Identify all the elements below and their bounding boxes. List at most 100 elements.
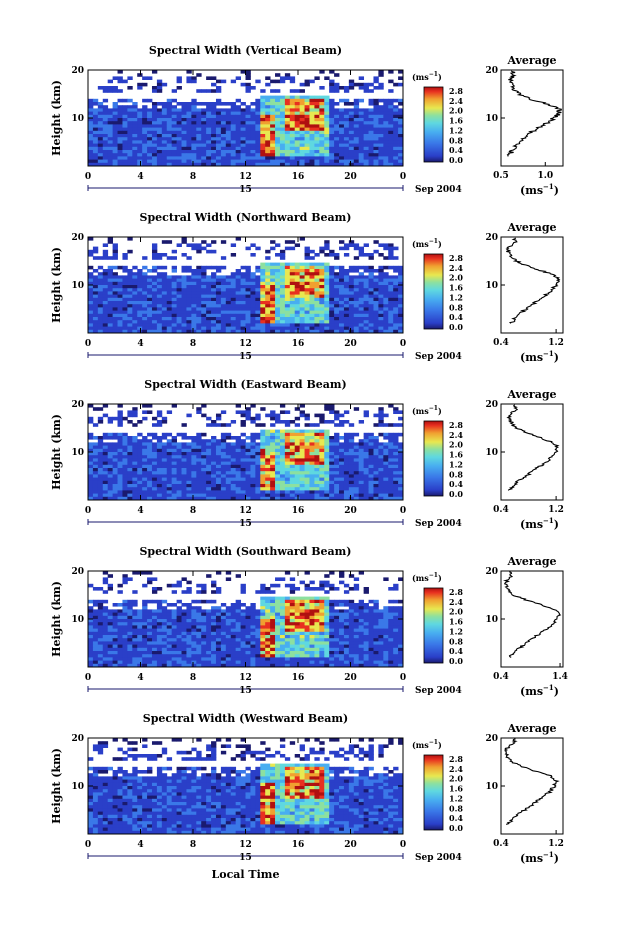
heatmap-cell [284, 102, 291, 106]
heatmap-cell [314, 480, 320, 485]
heatmap-cell [314, 76, 320, 80]
heatmap-cell [255, 452, 261, 456]
heatmap-cell [117, 285, 123, 289]
heatmap-cell [235, 410, 241, 414]
heatmap-cell [156, 79, 163, 84]
heatmap-cell [107, 461, 114, 466]
heatmap-cell [363, 603, 369, 607]
heatmap-cell [294, 471, 301, 475]
heatmap-cell [151, 256, 158, 260]
heatmap-cell [240, 619, 246, 623]
heatmap-cell [299, 278, 305, 283]
heatmap-cell [363, 439, 369, 443]
heatmap-cell [260, 487, 266, 491]
heatmap-cell [358, 137, 365, 141]
heatmap-cell [240, 493, 246, 498]
heatmap-cell [363, 477, 369, 482]
heatmap-cell [324, 118, 330, 122]
heatmap-cell [142, 410, 148, 414]
heatmap-cell [240, 484, 246, 488]
colorbar [423, 86, 444, 163]
heatmap-cell [383, 297, 389, 302]
heatmap-cell [383, 288, 389, 292]
heatmap-cell [186, 468, 192, 472]
heatmap-cell [191, 297, 197, 302]
heatmap-cell [206, 140, 212, 144]
heatmap-cell [319, 102, 325, 106]
heatmap-cell [255, 294, 261, 299]
heatmap-cell [279, 105, 286, 109]
heatmap-cell [142, 278, 148, 283]
heatmap-cell [235, 143, 241, 148]
heatmap-cell [294, 310, 301, 315]
heatmap-cell [201, 159, 207, 164]
heatmap-cell [265, 159, 271, 164]
heatmap-cell [339, 143, 345, 148]
heatmap-cell [147, 619, 153, 623]
heatmap-cell [279, 615, 286, 620]
heatmap-cell [368, 439, 374, 443]
heatmap-cell [329, 269, 335, 273]
heatmap-cell [329, 480, 335, 485]
heatmap-cell [309, 448, 315, 453]
heatmap-cell [156, 294, 163, 299]
heatmap-cell [265, 111, 271, 116]
heatmap-cell [339, 619, 345, 623]
heatmap-cell [348, 243, 355, 247]
heatmap-cell [196, 609, 202, 613]
heatmap-cell [279, 596, 286, 601]
heatmap-cell [383, 313, 389, 318]
heatmap-cell [215, 159, 222, 164]
heatmap-cell [166, 118, 173, 122]
heatmap-cell [265, 281, 271, 286]
heatmap-cell [348, 265, 355, 270]
heatmap-cell [215, 98, 222, 103]
heatmap-cell [324, 285, 330, 289]
heatmap-cell [343, 603, 350, 607]
heatmap-cell [181, 615, 187, 620]
heatmap-cell [235, 98, 241, 103]
heatmap-cell [368, 329, 374, 334]
heatmap-cell [88, 474, 94, 478]
heatmap-cell [171, 471, 177, 475]
heatmap-cell [147, 285, 153, 289]
heatmap-cell [137, 140, 143, 144]
heatmap-cell [304, 262, 310, 267]
heatmap-cell [230, 464, 237, 469]
heatmap-cell [299, 480, 305, 485]
heatmap-cell [368, 256, 374, 260]
heatmap-cell [156, 445, 163, 450]
heatmap-cell [176, 304, 182, 308]
heatmap-cell [284, 313, 291, 318]
heatmap-cell [97, 310, 104, 315]
heatmap-cell [270, 464, 276, 469]
heatmap-cell [127, 487, 133, 491]
heatmap-cell [211, 326, 217, 331]
heatmap-cell [235, 468, 241, 472]
heatmap-cell [225, 323, 232, 327]
heatmap-cell [368, 612, 374, 617]
heatmap-cell [324, 291, 330, 295]
heatmap-cell [97, 609, 104, 613]
heatmap-cell [171, 140, 177, 144]
heatmap-cell [393, 609, 399, 613]
heatmap-cell [289, 269, 296, 273]
heatmap-cell [92, 130, 99, 135]
heatmap-cell [147, 404, 153, 408]
heatmap-cell [339, 326, 345, 331]
heatmap-cell [279, 313, 286, 318]
heatmap-cell [324, 496, 330, 501]
heatmap-cell [284, 323, 291, 327]
heatmap-cell [275, 114, 281, 119]
heatmap-cell [92, 118, 99, 122]
heatmap-cell [250, 150, 256, 154]
heatmap-cell [368, 468, 374, 472]
heatmap-cell [211, 114, 217, 119]
heatmap-cell [275, 599, 281, 604]
heatmap-cell [171, 439, 177, 443]
heatmap-cell [137, 162, 143, 167]
heatmap-cell [107, 493, 114, 498]
heatmap-cell [324, 487, 330, 491]
heatmap-cell [299, 124, 305, 128]
heatmap-cell [117, 108, 123, 112]
